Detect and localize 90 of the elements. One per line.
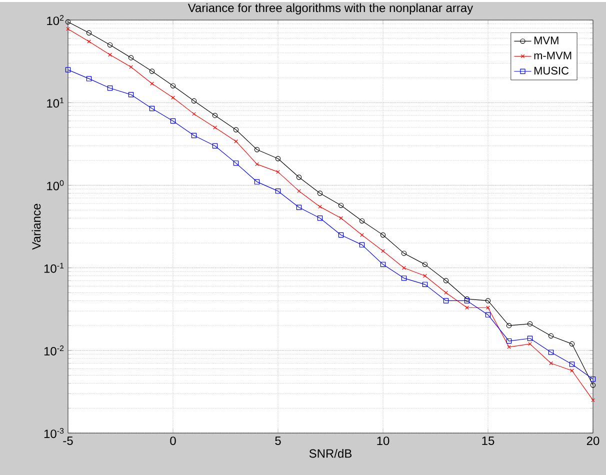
y-tick-label: 10$^{-2}$	[44, 345, 64, 356]
point	[380, 232, 386, 238]
point	[171, 96, 175, 100]
point	[317, 216, 323, 221]
x-tick-label: 10	[377, 436, 390, 446]
point	[107, 85, 113, 91]
point	[276, 170, 280, 174]
point	[528, 342, 532, 346]
point	[569, 341, 575, 346]
point	[486, 306, 490, 310]
legend-label: MUSIC	[534, 66, 569, 75]
point	[402, 266, 406, 270]
point	[191, 98, 197, 104]
point	[570, 368, 574, 373]
x-axis-title: SNR/dB	[309, 448, 352, 458]
point	[401, 276, 407, 281]
point	[443, 278, 449, 284]
point	[422, 262, 428, 268]
point	[275, 188, 281, 194]
point	[485, 298, 491, 304]
point	[423, 274, 427, 278]
point	[506, 338, 512, 344]
point	[359, 242, 365, 248]
point	[549, 361, 553, 366]
point	[317, 190, 323, 196]
point	[255, 162, 259, 166]
point	[150, 82, 154, 86]
point	[254, 179, 260, 184]
point	[590, 376, 596, 382]
x-tick-label: 0	[170, 436, 176, 446]
point	[108, 52, 112, 57]
point	[86, 76, 92, 82]
y-tick-label: 10$^{0}$	[47, 180, 64, 190]
point	[527, 336, 533, 341]
point	[233, 160, 239, 166]
point	[381, 249, 385, 253]
x-tick-label: 15	[482, 436, 494, 445]
point	[318, 204, 322, 209]
point	[233, 127, 239, 132]
point	[569, 362, 575, 367]
x-tick-label: 5	[275, 436, 281, 445]
point	[444, 290, 448, 295]
point	[401, 250, 407, 256]
x-tick-label: -5	[63, 436, 73, 445]
point	[212, 112, 218, 118]
legend-label: MVM	[534, 36, 558, 44]
point	[527, 321, 533, 326]
point	[275, 156, 281, 162]
point	[213, 126, 217, 130]
point	[422, 282, 428, 288]
y-tick-label: 10$^{2}$	[47, 15, 64, 26]
point	[149, 106, 155, 112]
point	[359, 218, 365, 224]
point	[465, 306, 469, 310]
point	[360, 233, 364, 237]
y-axis-title: Variance	[32, 204, 41, 250]
point	[170, 118, 176, 124]
y-tick-label: 10$^{-1}$	[44, 262, 64, 273]
point	[443, 298, 449, 304]
point	[128, 92, 134, 98]
y-tick-label: 10$^{1}$	[47, 98, 64, 108]
point	[107, 42, 113, 48]
point	[507, 345, 511, 349]
point	[192, 112, 196, 116]
point	[254, 147, 260, 152]
point	[548, 333, 554, 338]
point	[485, 312, 491, 318]
point	[86, 30, 92, 36]
point	[170, 83, 176, 88]
point	[65, 67, 71, 72]
point	[87, 40, 91, 44]
point	[297, 189, 301, 193]
point	[212, 143, 218, 148]
point	[128, 55, 134, 60]
point	[506, 322, 512, 328]
point	[191, 132, 197, 138]
x-tick-label: 20	[586, 436, 600, 446]
point	[338, 232, 344, 238]
point	[149, 68, 155, 74]
chart-title: Variance for three algorithms with the nonplanar array	[188, 3, 474, 15]
point	[548, 350, 554, 355]
point	[129, 65, 133, 69]
legend-label: m-MVM	[534, 52, 572, 60]
point	[338, 202, 344, 208]
point	[296, 204, 302, 210]
y-tick-label: 10$^{-3}$	[44, 428, 64, 438]
point	[234, 139, 238, 144]
point	[296, 174, 302, 180]
point	[339, 216, 343, 220]
point	[380, 262, 386, 268]
